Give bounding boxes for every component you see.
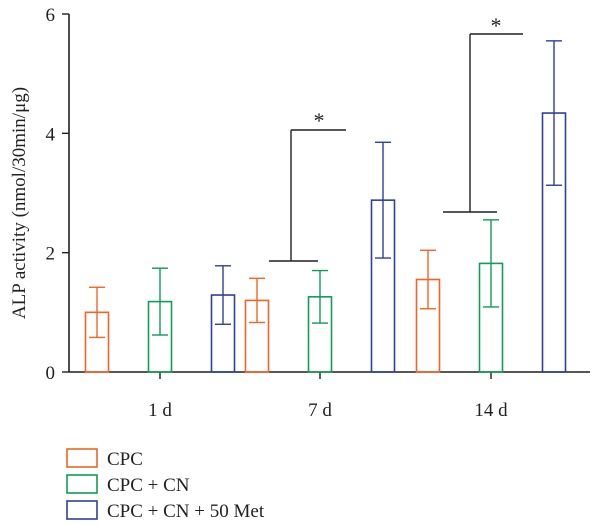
x-tick-label: 14 d <box>474 400 508 421</box>
y-axis-title: ALP activity (nmol/30min/μg) <box>9 87 30 319</box>
y-tick-label: 2 <box>46 244 56 265</box>
plot-area: 0 2 4 6 ALP activity (nmol/30min/μg) 1 d 7 d 14… <box>9 5 590 421</box>
legend-swatch <box>66 474 98 494</box>
y-tick-label: 0 <box>46 363 56 384</box>
y-tick-label: 6 <box>46 5 56 26</box>
significance-label: * <box>491 13 502 38</box>
legend: CPC CPC + CN CPC + CN + 50 Met <box>66 448 265 522</box>
significance-label: * <box>314 108 325 133</box>
legend-label: CPC <box>107 449 143 470</box>
x-tick-label: 1 d <box>148 400 172 421</box>
y-tick-label: 4 <box>46 124 56 145</box>
legend-swatch <box>66 500 98 520</box>
legend-label: CPC + CN <box>107 475 190 496</box>
legend-swatch <box>66 448 98 468</box>
legend-label: CPC + CN + 50 Met <box>107 501 265 522</box>
x-tick-label: 7 d <box>308 400 332 421</box>
